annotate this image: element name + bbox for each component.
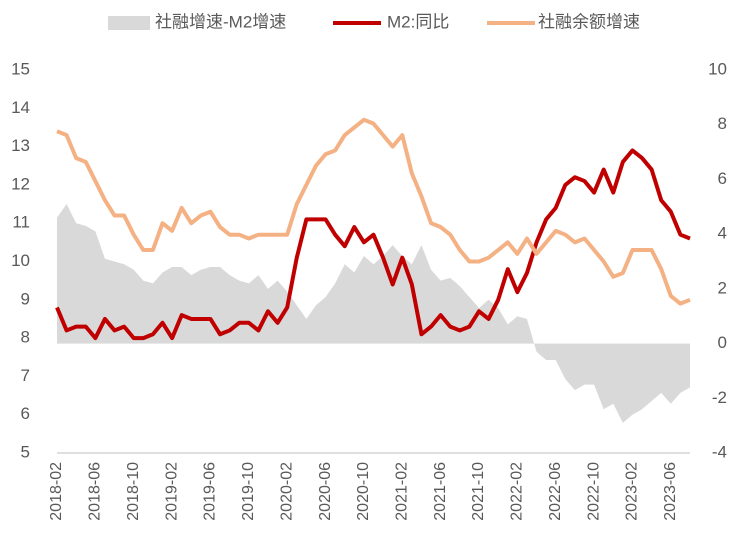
x-tick-label: 2020-10 [355, 462, 372, 521]
legend-swatch [108, 16, 150, 30]
y2-tick-label: 6 [718, 169, 727, 188]
y-tick-label: 5 [21, 442, 30, 461]
x-tick-label: 2020-06 [317, 462, 334, 521]
x-tick-label: 2022-02 [509, 462, 526, 521]
line [56, 117, 691, 306]
y2-tick-label: 0 [718, 333, 727, 352]
y2-tick-label: -2 [712, 388, 727, 407]
x-tick-label: 2023-02 [624, 462, 641, 521]
y-tick-label: 13 [11, 136, 30, 155]
y-tick-label: 11 [12, 213, 30, 232]
x-tick-label: 2022-06 [547, 462, 564, 521]
x-tick-label: 2018-06 [87, 462, 104, 521]
x-tick-label: 2023-06 [662, 462, 679, 521]
legend-label: M2:同比 [387, 12, 449, 31]
y-tick-label: 15 [11, 59, 30, 78]
x-tick-label: 2021-10 [470, 462, 487, 521]
x-tick-label: 2018-02 [48, 462, 65, 521]
legend-label: 社融增速-M2增速 [155, 12, 286, 31]
y-tick-label: 10 [11, 251, 30, 270]
y-tick-label: 6 [21, 404, 30, 423]
x-tick-label: 2021-06 [432, 462, 449, 521]
x-tick-label: 2019-10 [240, 462, 257, 521]
line [55, 148, 691, 341]
y-tick-label: 14 [11, 98, 30, 117]
y2-tick-label: -4 [712, 442, 727, 461]
area [57, 204, 690, 423]
x-tick-label: 2018-10 [125, 462, 142, 521]
x-tick-label: 2019-02 [163, 462, 180, 521]
x-tick-label: 2021-02 [393, 462, 410, 521]
y-tick-label: 9 [21, 289, 30, 308]
x-tick-label: 2020-02 [278, 462, 295, 521]
y-tick-label: 7 [21, 366, 30, 385]
y2-tick-label: 2 [718, 278, 727, 297]
y2-tick-label: 8 [718, 114, 727, 133]
x-tick-label: 2019-06 [202, 462, 219, 521]
y2-tick-label: 4 [718, 224, 727, 243]
x-tick-label: 2022-10 [585, 462, 602, 521]
legend-label: 社融余额增速 [538, 12, 640, 31]
y-tick-label: 8 [21, 328, 30, 347]
y2-tick-label: 10 [708, 59, 727, 78]
y-tick-label: 12 [11, 174, 30, 193]
